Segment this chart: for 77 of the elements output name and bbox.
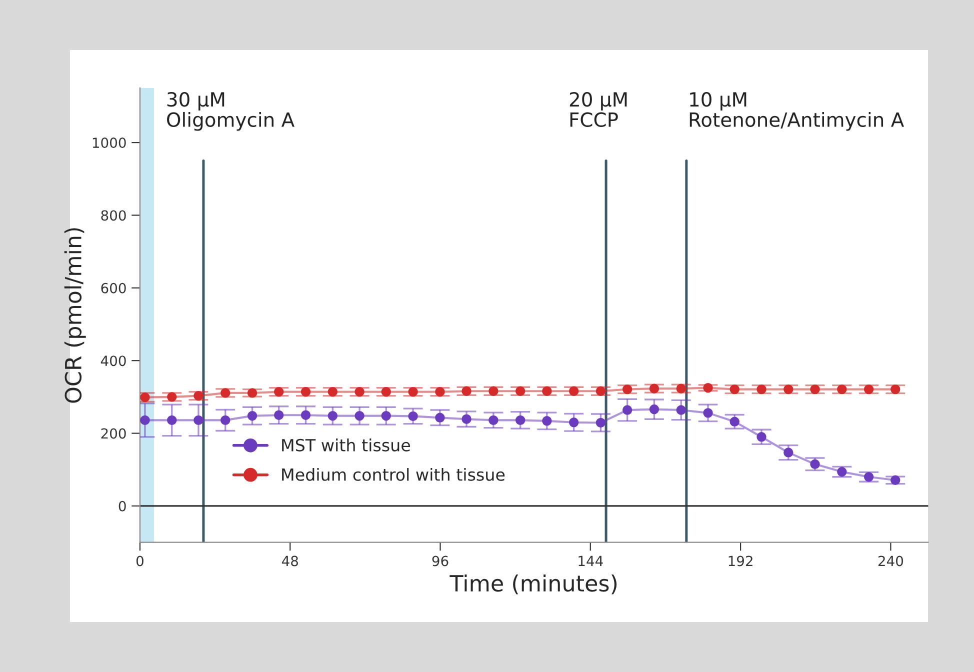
point [676,405,686,415]
y-tick-label: 0 [118,500,126,512]
point [408,411,418,422]
point [247,410,258,421]
point [488,415,498,426]
x-tick-label: 48 [282,556,298,566]
x-tick-label: 96 [432,556,448,566]
x-axis-title: Time (minutes) [450,574,617,594]
point [810,459,820,470]
point [622,384,632,394]
point [837,384,847,394]
point [462,386,472,396]
point [890,384,900,394]
point [864,472,874,482]
point [194,390,204,401]
ref-line-label: 20 µM FCCP [570,92,627,128]
point [784,448,794,458]
point [810,384,820,394]
point [568,418,579,428]
point [837,466,847,477]
point [274,386,284,397]
point [194,415,204,426]
point [515,415,526,426]
point [381,410,391,421]
point [703,408,713,418]
point [890,475,900,486]
point [408,386,418,397]
ref-line-label: 10 µM Rotenone/Antimycin A [690,92,904,131]
point [328,386,338,397]
point [300,386,311,397]
point [247,388,258,398]
point [676,384,686,394]
point [462,414,472,424]
point [140,392,150,402]
point [300,410,311,420]
legend-label: MST with tissue [282,438,410,452]
point [730,416,740,427]
y-tick-label: 200 [101,428,126,439]
legend-label: Medium control with tissue [282,468,505,481]
point [596,418,606,428]
point [274,410,284,420]
point [756,432,766,442]
point [649,384,660,394]
point [756,384,766,394]
y-tick-label: 600 [101,282,126,294]
point [568,386,579,396]
y-axis-title: OCR (pmol/min) [64,228,86,403]
x-tick-label: 192 [728,556,752,566]
point [784,384,794,394]
point [354,410,364,421]
y-tick-label: 1000 [92,138,126,148]
x-tick-label: 144 [578,556,603,566]
point [354,386,364,397]
point [167,392,177,402]
point [140,415,150,426]
ref-line-label: 30 µM Oligomycin A [167,92,294,131]
point [622,405,632,415]
point [220,415,230,426]
x-tick-label: 0 [136,556,144,566]
point [730,384,740,394]
point [435,412,445,423]
point [515,386,526,396]
point [864,384,874,394]
point [328,410,338,421]
point [649,404,660,414]
y-tick-label: 800 [101,210,126,221]
point [381,386,391,397]
point [167,415,177,426]
point [542,386,552,396]
point [488,386,498,396]
x-tick-label: 240 [878,556,904,566]
point [435,386,445,397]
point [542,416,552,426]
point [220,388,230,398]
y-tick-label: 400 [100,356,126,366]
point [596,386,606,396]
point [703,382,713,393]
